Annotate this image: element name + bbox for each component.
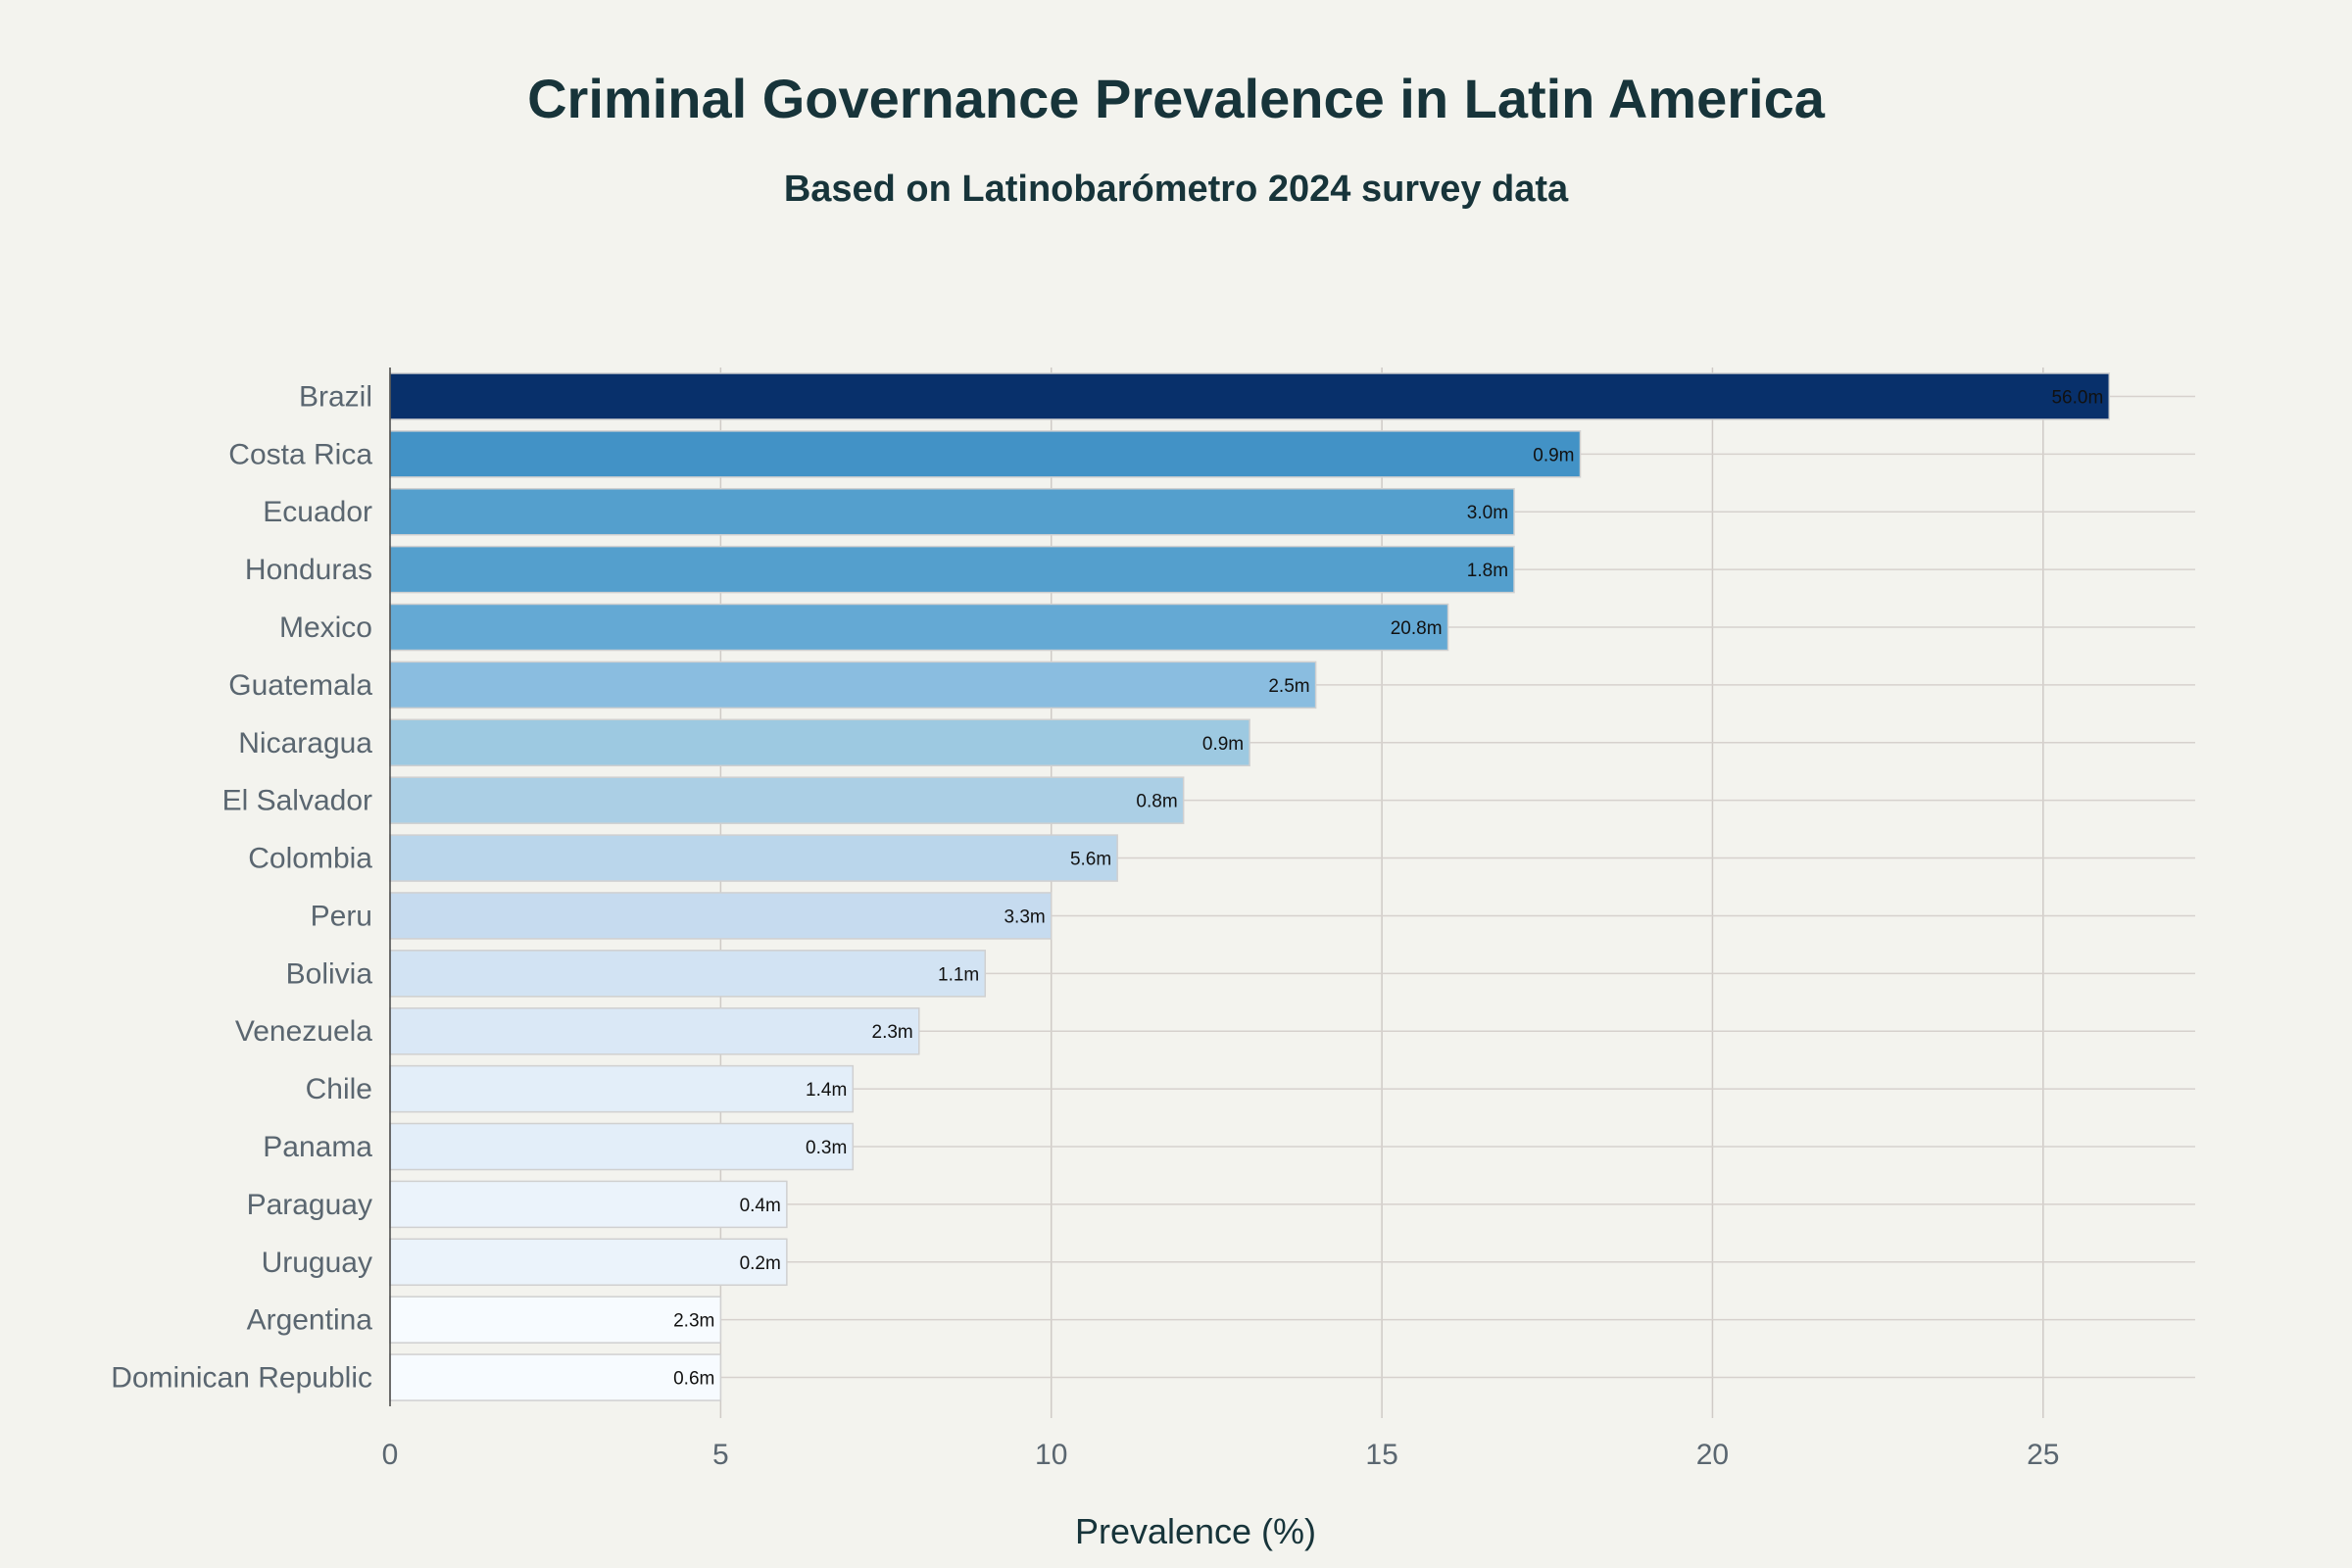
y-category-label: Ecuador bbox=[263, 496, 372, 528]
bar bbox=[389, 1238, 788, 1287]
y-category-label: Colombia bbox=[248, 843, 372, 875]
x-tick-label: 0 bbox=[382, 1439, 399, 1471]
data-label: 0.2m bbox=[740, 1253, 781, 1274]
bar bbox=[389, 950, 987, 998]
bar bbox=[389, 661, 1317, 710]
data-label: 0.9m bbox=[1533, 445, 1574, 466]
data-label: 3.0m bbox=[1467, 503, 1508, 523]
bar bbox=[389, 430, 1582, 478]
y-category-label: Honduras bbox=[245, 554, 372, 586]
y-category-label: Costa Rica bbox=[228, 438, 372, 470]
data-label: 0.4m bbox=[740, 1196, 781, 1216]
chart-subtitle: Based on Latinobarómetro 2024 survey dat… bbox=[784, 169, 1569, 210]
bar bbox=[389, 1122, 855, 1171]
data-label: 1.1m bbox=[938, 964, 979, 985]
bar bbox=[389, 834, 1118, 882]
bar bbox=[389, 545, 1515, 594]
y-axis-labels: Brazil Costa Rica Ecuador Honduras Mexico Gua… bbox=[111, 380, 372, 1394]
bar bbox=[389, 372, 2111, 420]
y-category-label: Mexico bbox=[279, 612, 372, 644]
bar bbox=[389, 487, 1515, 536]
y-category-label: Dominican Republic bbox=[111, 1362, 372, 1395]
x-tick-label: 25 bbox=[2027, 1439, 2059, 1471]
bar bbox=[389, 1006, 920, 1055]
x-tick-label: 5 bbox=[712, 1439, 729, 1471]
y-category-label: Brazil bbox=[299, 380, 372, 413]
data-label: 1.4m bbox=[806, 1080, 847, 1101]
y-category-label: Argentina bbox=[247, 1304, 373, 1337]
x-tick-label: 15 bbox=[1365, 1439, 1397, 1471]
data-label: 20.8m bbox=[1391, 618, 1443, 639]
bar bbox=[389, 1180, 788, 1229]
data-label: 2.5m bbox=[1268, 676, 1309, 697]
y-category-label: Paraguay bbox=[247, 1189, 372, 1221]
y-category-label: Venezuela bbox=[235, 1015, 372, 1048]
bar bbox=[389, 1064, 855, 1113]
data-label: 3.3m bbox=[1004, 906, 1045, 927]
bar bbox=[389, 718, 1250, 767]
y-category-label: Guatemala bbox=[228, 669, 372, 702]
x-axis-ticks: 0 5 10 15 20 25 bbox=[382, 1439, 2060, 1471]
data-label: 5.6m bbox=[1070, 850, 1111, 870]
y-category-label: Nicaragua bbox=[238, 727, 372, 760]
data-label: 2.3m bbox=[673, 1311, 714, 1332]
x-axis-title: Prevalence (%) bbox=[1075, 1511, 1316, 1551]
y-category-label: Bolivia bbox=[286, 957, 373, 990]
bar bbox=[389, 776, 1185, 824]
y-category-label: El Salvador bbox=[222, 785, 372, 817]
bar bbox=[389, 603, 1449, 652]
y-category-label: Panama bbox=[263, 1131, 372, 1163]
y-category-label: Uruguay bbox=[262, 1247, 372, 1279]
bar bbox=[389, 892, 1053, 940]
data-label: 0.3m bbox=[806, 1138, 847, 1158]
y-category-label: Peru bbox=[311, 900, 372, 932]
data-label: 0.8m bbox=[1136, 792, 1177, 812]
data-label: 0.6m bbox=[673, 1369, 714, 1390]
bar bbox=[389, 1296, 722, 1344]
chart-title: Criminal Governance Prevalence in Latin … bbox=[527, 68, 1826, 129]
data-label: 1.8m bbox=[1467, 561, 1508, 581]
y-category-label: Chile bbox=[306, 1073, 372, 1105]
data-label: 2.3m bbox=[872, 1022, 913, 1043]
x-tick-label: 10 bbox=[1035, 1439, 1067, 1471]
x-tick-label: 20 bbox=[1696, 1439, 1729, 1471]
bars: 56.0m 0.9m 3.0m 1.8m 20.8m 2.5m 0.9m 0.8m 5.6m 3.… bbox=[389, 372, 2111, 1401]
data-label: 56.0m bbox=[2051, 387, 2103, 408]
data-label: 0.9m bbox=[1202, 734, 1244, 755]
bar bbox=[389, 1353, 722, 1401]
